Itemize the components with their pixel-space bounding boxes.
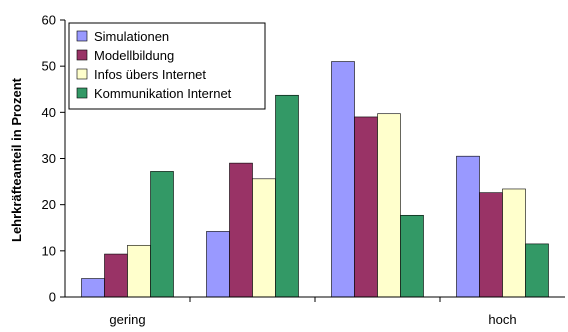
y-tick-label: 0 [49,290,56,305]
bar-modellbildung-2 [354,116,378,298]
bar-simulationen-2 [331,61,355,298]
legend-swatch [76,30,88,42]
legend-box [68,22,266,110]
legend-label: Kommunikation Internet [94,86,232,101]
bar-kommunikation-internet-0 [150,171,174,298]
bar-infos-bers-internet-2 [377,113,401,298]
y-axis: 0 10 20 30 40 50 60 [42,13,65,305]
bar-area [81,61,549,298]
y-tick-label: 20 [42,197,56,212]
bar-simulationen-3 [456,155,480,298]
bar-infos-bers-internet-1 [252,178,276,298]
bar-kommunikation-internet-1 [275,94,299,298]
legend-label: Simulationen [94,29,169,44]
legend-swatch [76,68,88,80]
legend-label: Modellbildung [94,48,174,63]
x-tick-label: hoch [488,312,516,327]
legend-label: Infos übers Internet [94,67,206,82]
y-tick-label: 10 [42,243,56,258]
bar-modellbildung-0 [104,253,128,298]
bar-kommunikation-internet-3 [525,243,549,298]
x-tick-label: gering [109,312,145,327]
y-tick-label: 50 [42,59,56,74]
x-axis-labels: gering hoch [109,297,517,327]
bar-infos-bers-internet-0 [127,244,151,298]
bar-kommunikation-internet-2 [400,214,424,298]
y-tick-label: 30 [42,151,56,166]
y-axis-title: Lehrkräfteanteil in Prozent [9,77,24,242]
bar-infos-bers-internet-3 [502,188,526,298]
legend: Simulationen Modellbildung Infos übers Int… [68,22,266,110]
legend-swatch [76,49,88,61]
bar-simulationen-0 [81,278,105,298]
bar-modellbildung-1 [229,162,253,298]
legend-swatch [76,87,88,99]
y-tick-label: 60 [42,13,56,28]
bar-simulationen-1 [206,231,230,298]
bar-modellbildung-3 [479,192,503,298]
y-tick-label: 40 [42,105,56,120]
